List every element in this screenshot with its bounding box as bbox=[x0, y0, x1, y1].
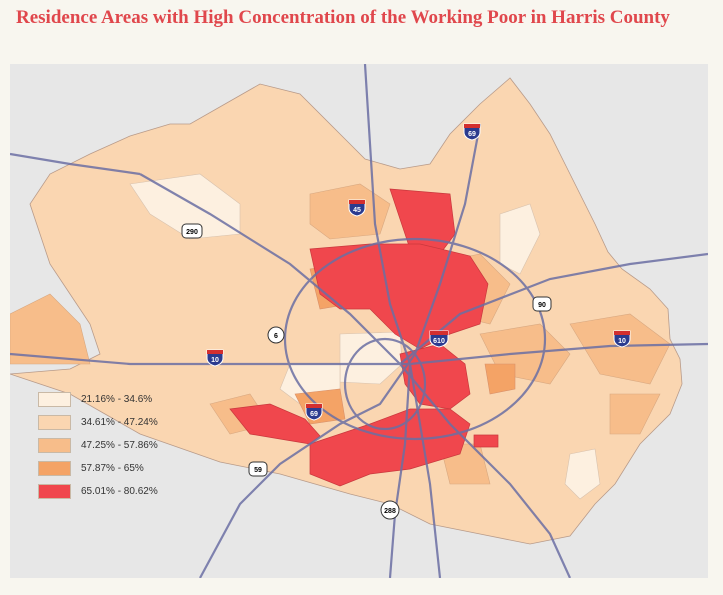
choropleth-map[interactable]: 69 45 290 90 610 10 6 bbox=[10, 64, 708, 578]
legend-label: 47.25% - 57.86% bbox=[81, 440, 158, 451]
shield-sh6[interactable]: 6 bbox=[267, 326, 285, 344]
shield-i10-east[interactable]: 10 bbox=[613, 330, 631, 348]
shield-us290[interactable]: 290 bbox=[181, 223, 203, 239]
us-highway-shield-icon bbox=[248, 461, 268, 477]
us-highway-shield-icon bbox=[181, 223, 203, 239]
shield-label: 59 bbox=[254, 467, 262, 474]
legend-item: 57.87% - 65% bbox=[38, 461, 158, 476]
us-highway-shield-icon bbox=[532, 296, 552, 312]
shield-label: 45 bbox=[353, 207, 361, 214]
shield-us90[interactable]: 90 bbox=[532, 296, 552, 312]
legend-swatch bbox=[38, 415, 71, 430]
legend-item: 21.16% - 34.6% bbox=[38, 392, 158, 407]
shield-us59[interactable]: 59 bbox=[248, 461, 268, 477]
legend-label: 34.61% - 47.24% bbox=[81, 417, 158, 428]
legend-swatch bbox=[38, 438, 71, 453]
shield-label: 10 bbox=[618, 338, 626, 345]
shield-i69-north[interactable]: 69 bbox=[463, 123, 481, 141]
shield-i10-west[interactable]: 10 bbox=[206, 349, 224, 367]
shield-sh288[interactable]: 288 bbox=[380, 500, 400, 520]
shield-label: 288 bbox=[384, 508, 396, 515]
shield-i69-south[interactable]: 69 bbox=[305, 403, 323, 421]
highways bbox=[10, 64, 708, 578]
map-legend: 21.16% - 34.6% 34.61% - 47.24% 47.25% - … bbox=[38, 392, 158, 507]
legend-item: 65.01% - 80.62% bbox=[38, 484, 158, 499]
legend-label: 65.01% - 80.62% bbox=[81, 486, 158, 497]
state-highway-shield-icon bbox=[380, 500, 400, 520]
shield-i610[interactable]: 610 bbox=[429, 330, 449, 348]
legend-swatch bbox=[38, 461, 71, 476]
shield-label: 90 bbox=[538, 302, 546, 309]
map-title: Residence Areas with High Concentration … bbox=[16, 7, 670, 28]
legend-label: 57.87% - 65% bbox=[81, 463, 144, 474]
shield-label: 69 bbox=[468, 131, 476, 138]
legend-swatch bbox=[38, 484, 71, 499]
legend-item: 34.61% - 47.24% bbox=[38, 415, 158, 430]
shield-label: 10 bbox=[211, 357, 219, 364]
legend-swatch bbox=[38, 392, 71, 407]
legend-label: 21.16% - 34.6% bbox=[81, 394, 153, 405]
map-canvas: 69 45 290 90 610 10 6 bbox=[10, 64, 708, 578]
state-highway-shield-icon bbox=[267, 326, 285, 344]
shield-label: 6 bbox=[274, 333, 278, 340]
shield-label: 610 bbox=[433, 338, 445, 345]
legend-item: 47.25% - 57.86% bbox=[38, 438, 158, 453]
shield-i45[interactable]: 45 bbox=[348, 199, 366, 217]
shield-label: 69 bbox=[310, 411, 318, 418]
shield-label: 290 bbox=[186, 229, 198, 236]
